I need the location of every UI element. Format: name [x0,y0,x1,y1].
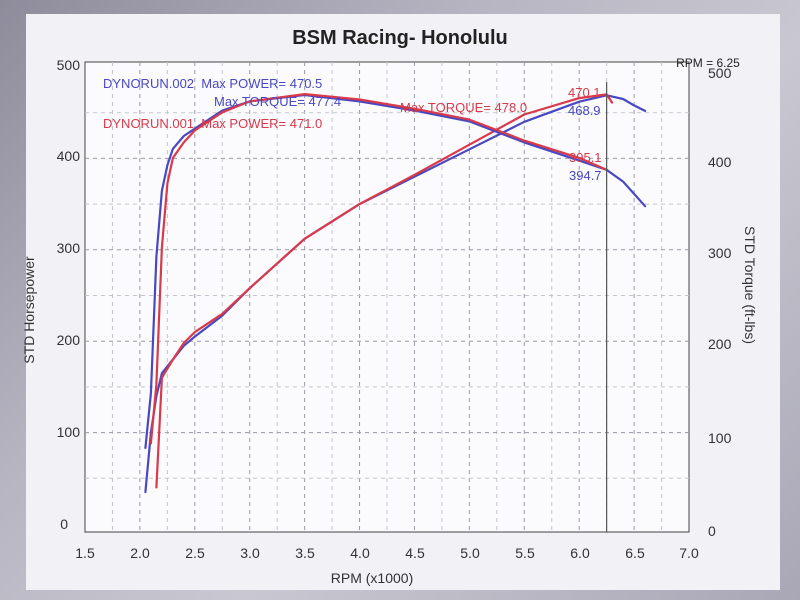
x-tick-label: 4.5 [405,545,425,561]
y-tick-label-right: 200 [708,336,732,352]
x-axis-title: RPM (x1000) [331,570,413,586]
y-tick-label-right: 100 [708,430,732,446]
y-tick-labels-right: 0 100 200 300 400 500 [708,65,732,539]
legend-run-002-power: DYNORUN.002 Max POWER= 470.5 [103,76,322,91]
cursor-values: 470.1 468.9 395.1 394.7 [568,85,602,183]
legend-run-001-torque: Max TORQUE= 478.0 [400,100,527,115]
y-tick-label-left: 200 [57,332,81,348]
cursor-value-run-002-torque: 394.7 [569,168,602,183]
y-tick-label-right: 500 [708,65,732,81]
series-layer [144,92,647,494]
x-tick-label: 2.0 [130,545,150,561]
x-tick-label: 1.5 [75,545,95,561]
y-tick-labels-left: 0 100 200 300 400 500 [57,57,81,532]
y-tick-label-right: 0 [708,523,716,539]
x-tick-label: 3.5 [295,545,315,561]
cursor-value-run-001-power: 470.1 [568,85,601,100]
x-tick-label: 4.0 [350,545,370,561]
legend-run-001-power: DYNORUN.001 Max POWER= 471.0 [103,116,322,131]
x-tick-labels: 1.5 2.0 2.5 3.0 3.5 4.0 4.5 5.0 5.5 6.0 … [75,545,699,561]
cursor-value-run-001-torque: 395.1 [569,150,602,165]
x-tick-label: 5.5 [515,545,535,561]
y-axis-title-right: STD Torque (ft-lbs) [742,226,758,344]
y-tick-label-right: 400 [708,154,732,170]
y-tick-label-left: 500 [57,57,81,73]
y-tick-label-left: 0 [60,516,68,532]
y-tick-label-right: 300 [708,245,732,261]
y-axis-title-left: STD Horsepower [21,256,37,364]
legend: DYNORUN.002 Max POWER= 470.5 Max TORQUE=… [103,76,527,131]
x-tick-label: 5.0 [460,545,480,561]
x-tick-label: 3.0 [240,545,260,561]
legend-run-002-torque: Max TORQUE= 477.4 [214,94,341,109]
x-tick-label: 6.0 [570,545,590,561]
rpm-cursor-readout: RPM = 6.25 [676,56,740,70]
y-tick-label-left: 400 [57,148,81,164]
x-tick-label: 6.5 [625,545,645,561]
y-tick-label-left: 300 [57,240,81,256]
chart-title: BSM Racing- Honolulu [292,27,508,49]
series-line-dynorun-001-torque [149,92,608,445]
x-tick-label: 7.0 [679,545,699,561]
series-line-dynorun-001-power [155,93,614,489]
cursor-value-run-002-power: 468.9 [568,103,601,118]
y-tick-label-left: 100 [57,424,81,440]
x-tick-label: 2.5 [185,545,205,561]
